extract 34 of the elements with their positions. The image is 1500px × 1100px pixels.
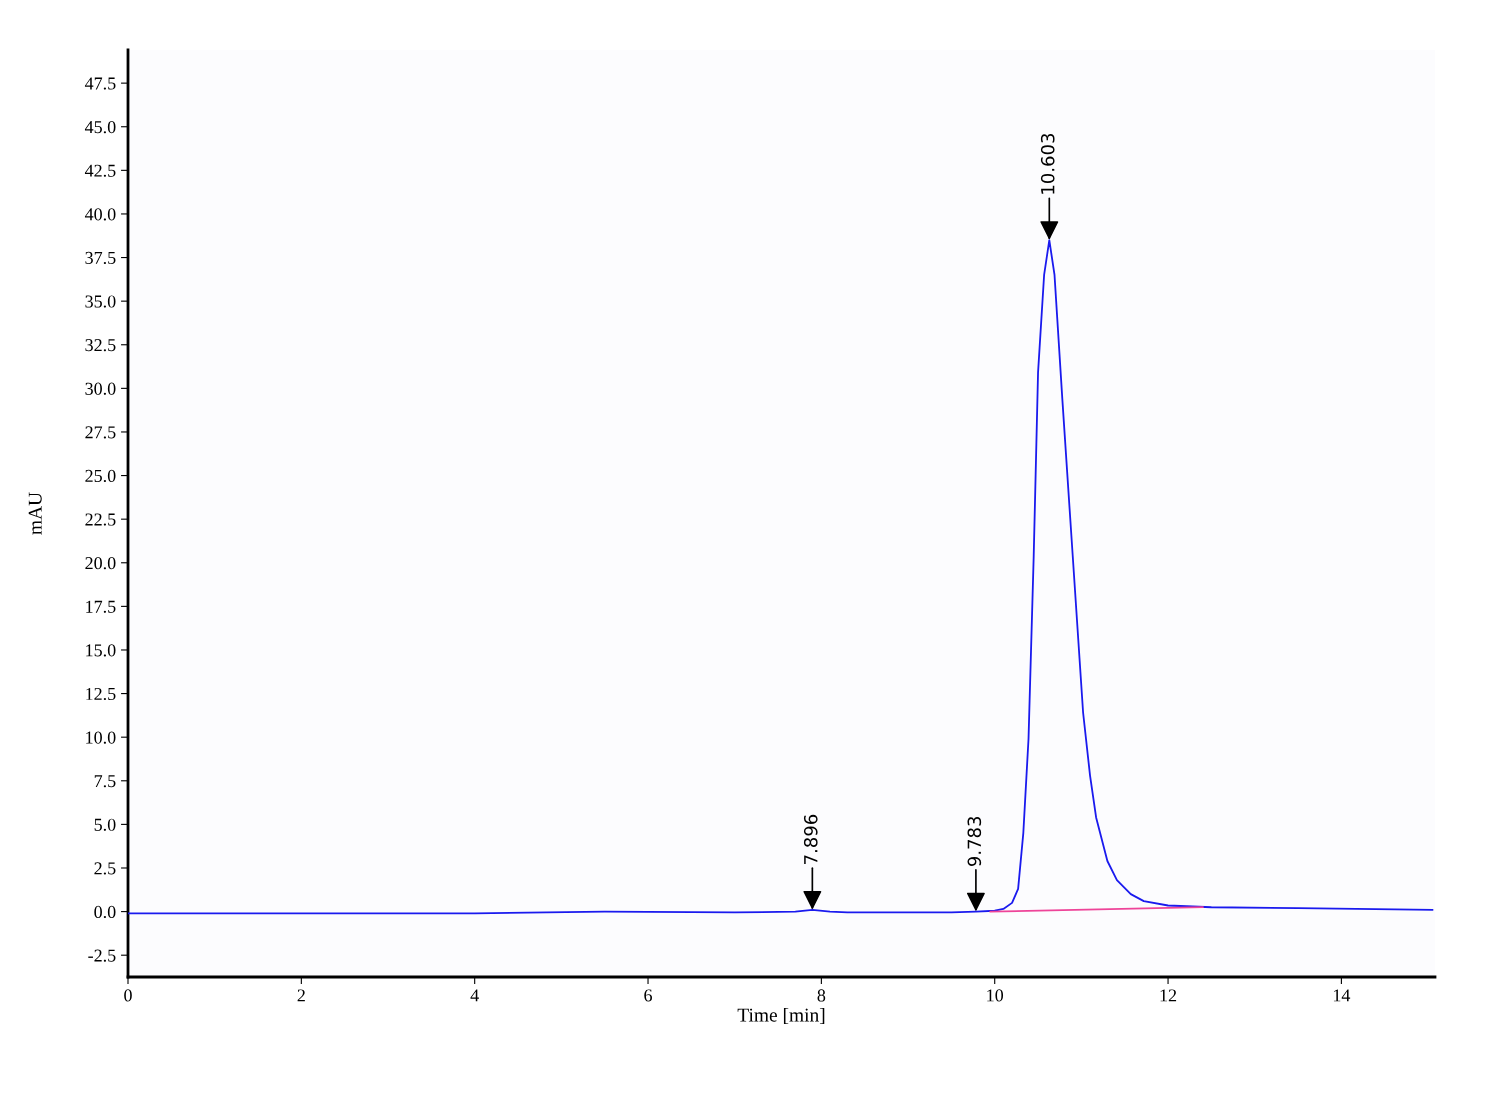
y-tick-label: 15.0 [86,644,116,657]
y-tick-label: 40.0 [84,208,116,221]
x-tick-label: 10 [987,989,1004,1002]
y-tick-label: 37.5 [85,251,116,265]
y-tick-label: 0.0 [94,905,116,919]
y-tick-label: 47.5 [84,77,116,90]
y-tick-label: 17.5 [86,600,116,613]
y-tick-label: 7.5 [94,775,116,788]
y-axis-title: mAU [28,492,42,535]
y-tick-label: 27.5 [85,426,116,439]
x-tick-label: 14 [1333,989,1351,1002]
y-tick-label: 12.5 [86,687,116,701]
y-tick-label: 35.0 [85,295,116,308]
x-tick-label: 8 [817,989,826,1002]
x-tick-label: 4 [470,989,479,1002]
annotation: 9.783 [967,816,982,867]
annotation: 10.603 [1040,133,1055,194]
y-tick-label: 5.0 [94,818,116,831]
x-tick-label: 12 [1160,989,1177,1002]
x-axis-title: Time [min] [737,1007,825,1025]
y-tick-label: -2.5 [88,949,116,962]
y-tick-label: 25.0 [85,469,116,483]
y-tick-label: 45.0 [84,121,116,134]
x-tick-label: 2 [297,989,305,1002]
annotation: 7.896 [803,814,818,864]
y-tick-label: 30.0 [85,382,116,395]
y-tick-label: 22.5 [85,513,116,526]
y-tick-label: 42.5 [84,164,116,177]
y-tick-label: 20.0 [85,557,116,570]
x-tick-label: 6 [644,989,652,1002]
y-tick-label: 10.0 [86,731,116,744]
x-tick-label: 0 [124,989,132,1002]
y-tick-label: 2.5 [94,862,116,875]
y-tick-label: 32.5 [85,339,116,352]
